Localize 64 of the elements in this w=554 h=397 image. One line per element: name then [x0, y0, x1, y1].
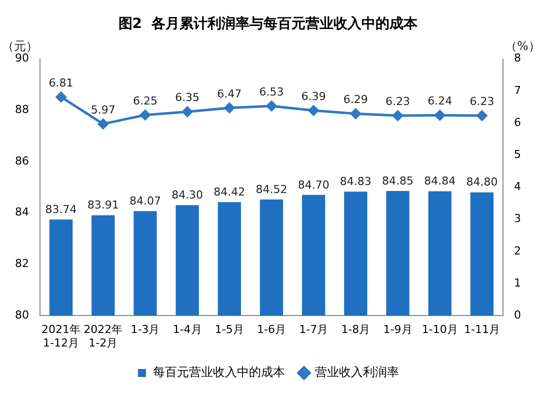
data-label: 84.84	[424, 174, 456, 188]
point	[392, 110, 404, 121]
data-label: 84.30	[172, 188, 204, 202]
data-label: 84.07	[129, 194, 161, 208]
y-tick-label: 82	[14, 257, 29, 270]
x-tick-label: 1-6月	[257, 323, 286, 336]
y-tick-label: 86	[14, 154, 29, 168]
data-label: 83.91	[87, 198, 119, 212]
point	[266, 100, 277, 112]
legend-label: 营业收入利润率	[315, 365, 399, 380]
y2-tick-label: 1	[514, 276, 521, 290]
data-label: 6.29	[343, 93, 368, 106]
y2-tick-label: 7	[514, 84, 521, 97]
data-label: 84.70	[298, 178, 330, 192]
data-label: 6.47	[217, 87, 242, 100]
data-label: 84.42	[214, 185, 246, 198]
data-label: 84.85	[382, 174, 414, 188]
point	[56, 92, 66, 102]
point	[350, 108, 361, 119]
data-label: 6.39	[301, 90, 326, 103]
data-label: 84.83	[340, 174, 372, 188]
point	[434, 110, 446, 121]
data-label: 83.74	[45, 202, 77, 216]
data-label: 6.23	[470, 94, 494, 108]
x-tick-label: 1-11月	[464, 323, 500, 336]
y-tick-label: 84	[14, 206, 29, 219]
x-tick-label: 1-5月	[214, 323, 244, 336]
point	[476, 110, 488, 121]
point	[182, 106, 193, 118]
y-axis-title: （元）	[2, 38, 38, 53]
y2-tick-label: 3	[514, 212, 521, 226]
x-tick-label: 1-3月	[130, 323, 160, 336]
point	[98, 118, 108, 130]
x-tick-label: 1-8月	[341, 323, 370, 336]
y2-axis-title: （%）	[505, 38, 540, 53]
x-tick-label: 2021年 1-12月	[42, 323, 81, 350]
y2-tick-label: 6	[514, 116, 521, 129]
data-label: 6.24	[428, 94, 452, 108]
data-label: 6.35	[175, 91, 200, 104]
legend-label: 每百元营业收入中的成本	[153, 365, 285, 380]
x-tick-label: 1-4月	[172, 323, 202, 336]
x-tick-label: 2022年 1-2月	[84, 323, 123, 350]
data-label: 6.25	[132, 94, 158, 108]
y-tick-label: 90	[14, 52, 29, 65]
data-label: 84.52	[256, 182, 288, 196]
point	[308, 105, 319, 116]
data-label: 6.23	[386, 94, 410, 108]
data-label: 6.53	[259, 85, 284, 98]
y-tick-label: 80	[14, 308, 29, 322]
data-label: 6.81	[48, 76, 74, 90]
y-tick-label: 88	[14, 103, 29, 116]
data-label: 84.80	[466, 176, 498, 189]
point	[224, 102, 235, 114]
data-label: 5.97	[90, 103, 116, 116]
y2-tick-label: 4	[514, 180, 521, 194]
y2-tick-label: 0	[514, 308, 521, 322]
y2-tick-label: 8	[514, 52, 521, 65]
y2-tick-label: 5	[514, 148, 521, 161]
y2-tick-label: 2	[514, 244, 521, 258]
chart-title: 图2 各月累计利润率与每百元营业收入中的成本	[118, 15, 419, 32]
x-tick-label: 1-7月	[299, 323, 328, 336]
point	[140, 110, 150, 120]
x-tick-label: 1-10月	[422, 323, 458, 336]
x-tick-label: 1-9月	[383, 323, 412, 336]
